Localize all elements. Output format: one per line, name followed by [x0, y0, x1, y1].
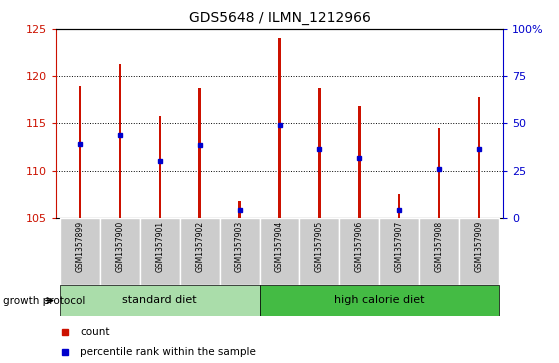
Text: GSM1357903: GSM1357903 — [235, 221, 244, 272]
Bar — [60, 285, 259, 316]
Text: GSM1357901: GSM1357901 — [155, 221, 164, 272]
Text: GSM1357902: GSM1357902 — [195, 221, 204, 272]
Text: GSM1357908: GSM1357908 — [435, 221, 444, 272]
Bar — [259, 285, 499, 316]
Text: GSM1357905: GSM1357905 — [315, 221, 324, 272]
Bar — [278, 38, 281, 218]
Bar — [140, 218, 179, 285]
Bar — [358, 106, 361, 218]
Bar — [220, 218, 259, 285]
Bar — [79, 86, 81, 218]
Text: GSM1357909: GSM1357909 — [475, 221, 484, 272]
Bar — [459, 218, 499, 285]
Bar — [259, 218, 300, 285]
Bar — [419, 218, 459, 285]
Bar — [100, 218, 140, 285]
Bar — [438, 128, 440, 218]
Title: GDS5648 / ILMN_1212966: GDS5648 / ILMN_1212966 — [188, 11, 371, 25]
Bar — [318, 87, 321, 218]
Text: growth protocol: growth protocol — [3, 295, 85, 306]
Text: percentile rank within the sample: percentile rank within the sample — [80, 347, 257, 357]
Text: high calorie diet: high calorie diet — [334, 295, 425, 305]
Text: GSM1357907: GSM1357907 — [395, 221, 404, 272]
Bar — [238, 201, 241, 218]
Text: GSM1357906: GSM1357906 — [355, 221, 364, 272]
Bar — [179, 218, 220, 285]
Bar — [339, 218, 380, 285]
Bar — [478, 97, 480, 218]
Bar — [119, 64, 121, 218]
Bar — [380, 218, 419, 285]
Text: standard diet: standard diet — [122, 295, 197, 305]
Bar — [198, 89, 201, 218]
Bar — [159, 116, 161, 218]
Bar — [300, 218, 339, 285]
Bar — [398, 194, 400, 218]
Text: count: count — [80, 327, 110, 337]
Bar — [60, 218, 100, 285]
Text: GSM1357899: GSM1357899 — [75, 221, 84, 272]
Text: GSM1357900: GSM1357900 — [115, 221, 124, 272]
Text: GSM1357904: GSM1357904 — [275, 221, 284, 272]
